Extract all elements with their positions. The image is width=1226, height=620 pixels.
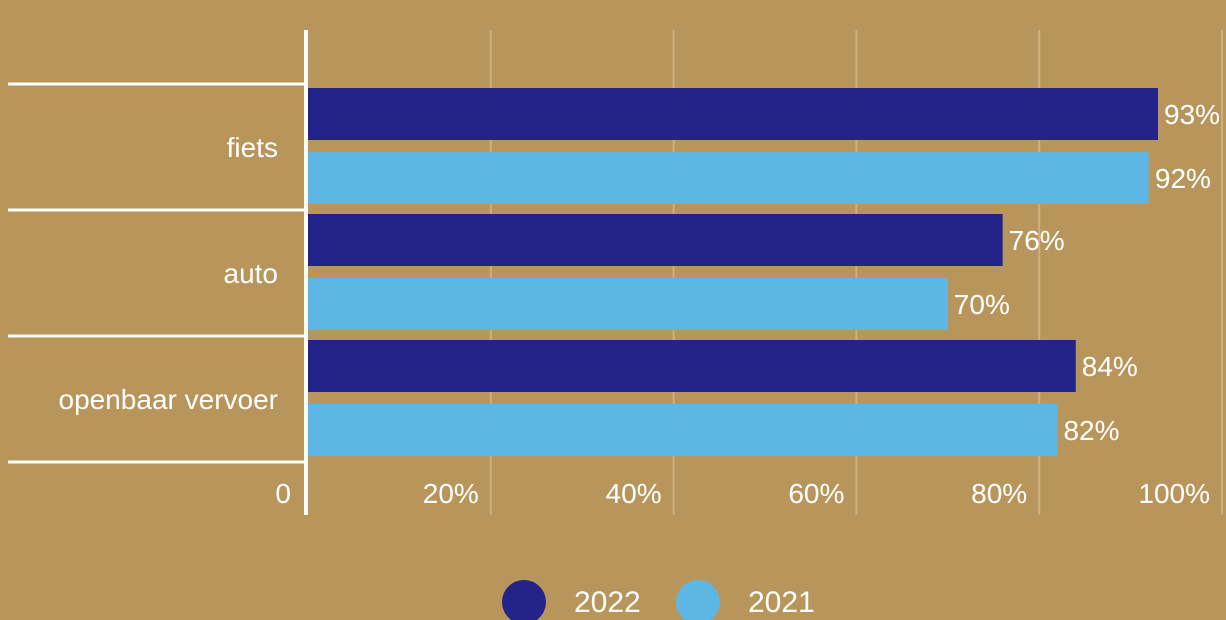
legend-swatch-2022 [502,580,546,620]
x-tick-label: 60% [788,478,844,509]
value-label: 82% [1063,415,1119,446]
value-label: 76% [1009,225,1065,256]
category-label: fiets [227,132,278,163]
value-label: 70% [954,289,1010,320]
category-separators [8,82,306,464]
bar-fiets-2022 [308,88,1159,140]
legend-swatch-2021 [676,580,720,620]
bar-auto-2022 [308,214,1003,266]
category-label: auto [224,258,279,289]
value-label: 84% [1082,351,1138,382]
x-tick-label: 100% [1138,478,1210,509]
bar-openbaar-vervoer-2021 [308,404,1058,456]
value-labels: 93% 92% 76% 70% 84% 82% [954,99,1220,446]
x-tick-labels: 0 20% 40% 60% 80% 100% [275,478,1210,509]
legend: 2022 2021 [502,580,815,620]
x-tick-label: 20% [423,478,479,509]
x-tick-label: 80% [971,478,1027,509]
category-labels: fiets auto openbaar vervoer [59,132,278,415]
legend-label: 2022 [574,586,641,619]
value-label: 92% [1155,163,1211,194]
bar-auto-2021 [308,278,948,330]
value-label: 93% [1164,99,1220,130]
bars [308,88,1159,456]
bar-fiets-2021 [308,152,1149,204]
legend-label: 2021 [748,586,815,619]
bar-openbaar-vervoer-2022 [308,340,1076,392]
category-label: openbaar vervoer [59,384,278,415]
x-tick-label: 0 [275,478,291,509]
x-tick-label: 40% [606,478,662,509]
